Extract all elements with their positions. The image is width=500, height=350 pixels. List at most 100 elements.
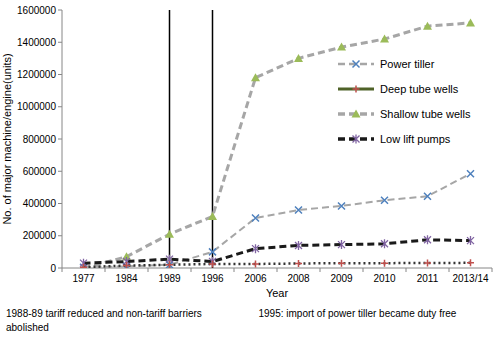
series-line [84, 174, 471, 268]
annotation-text: abolished [6, 322, 49, 333]
y-tick [58, 10, 62, 11]
x-tick-label: 2006 [244, 273, 267, 284]
marker-shape [381, 239, 388, 248]
marker-shape [252, 215, 259, 222]
annotation-line [169, 10, 171, 268]
marker-shape [252, 244, 259, 253]
marker-shape [295, 241, 302, 250]
marker-shape [166, 261, 173, 268]
data-point [424, 235, 431, 244]
marker-shape [123, 262, 130, 268]
marker-shape [353, 86, 360, 93]
data-point [423, 22, 432, 30]
x-tick-divider [320, 268, 321, 272]
marker-shape [251, 73, 260, 81]
x-tick-divider [277, 268, 278, 272]
marker-shape [209, 248, 216, 255]
x-tick-divider [148, 268, 149, 272]
data-point [295, 241, 302, 250]
marker-shape [338, 240, 345, 249]
series-line [84, 23, 471, 268]
data-point [208, 212, 217, 220]
series-line [84, 263, 471, 267]
marker-shape [467, 259, 474, 266]
x-tick-divider [105, 268, 106, 272]
x-tick-label: 1977 [72, 273, 95, 284]
series-line [84, 240, 471, 263]
legend-label: Power tiller [380, 58, 435, 70]
x-tick-divider [492, 268, 493, 272]
x-tick-divider [234, 268, 235, 272]
data-point [338, 260, 345, 267]
x-tick-divider [406, 268, 407, 272]
y-axis [62, 10, 63, 268]
data-point [252, 215, 259, 222]
x-tick-label: 2008 [287, 273, 310, 284]
marker-shape [294, 54, 303, 62]
y-tick [58, 106, 62, 107]
y-tick-label: 0 [50, 263, 56, 274]
legend: Power tiller Deep tube wells Shallow tube … [338, 58, 471, 145]
x-tick-divider [363, 268, 364, 272]
x-tick-label: 2009 [330, 273, 353, 284]
data-point [467, 236, 474, 245]
y-tick-label: 400000 [23, 198, 57, 209]
data-point [209, 248, 216, 255]
legend-label: Shallow tube wells [380, 108, 471, 120]
x-axis-label: Year [266, 287, 289, 299]
marker-shape [80, 264, 87, 268]
marker-shape [208, 212, 217, 220]
y-tick-label: 800000 [23, 134, 57, 145]
data-point [252, 260, 259, 267]
y-tick-label: 1600000 [17, 5, 56, 16]
data-point [251, 73, 260, 81]
legend-label: Deep tube wells [380, 83, 459, 95]
y-tick-label: 200000 [23, 230, 57, 241]
marker-shape [252, 260, 259, 267]
marker-shape [352, 110, 361, 118]
data-point [338, 240, 345, 249]
legend-marker [352, 110, 361, 118]
x-tick-divider [62, 268, 63, 272]
marker-shape [295, 260, 302, 267]
marker-shape [209, 260, 216, 267]
data-point [123, 262, 130, 268]
data-point [209, 260, 216, 267]
marker-shape [467, 170, 474, 177]
data-point [252, 244, 259, 253]
legend-marker [353, 135, 360, 144]
data-point [381, 197, 388, 204]
annotation-text: 1988-89 tariff reduced and non-tariff ba… [6, 308, 202, 319]
y-tick [58, 42, 62, 43]
data-point [424, 193, 431, 200]
data-point [166, 261, 173, 268]
legend-marker [353, 86, 360, 93]
data-point [80, 264, 87, 268]
marker-shape [380, 35, 389, 43]
marker-shape [423, 22, 432, 30]
data-point [381, 239, 388, 248]
y-axis-label: No. of major machine/engine(units) [1, 53, 13, 224]
data-point [338, 202, 345, 209]
data-point [466, 18, 475, 26]
legend-label: Low lift pumps [380, 133, 451, 145]
data-point [295, 206, 302, 213]
x-tick-label: 2011 [417, 273, 439, 284]
marker-shape [353, 61, 360, 68]
marker-shape [337, 43, 346, 51]
x-tick-divider [191, 268, 192, 272]
x-tick-label: 2010 [373, 273, 396, 284]
data-point [295, 260, 302, 267]
marker-shape [381, 197, 388, 204]
y-tick [58, 203, 62, 204]
annotation-text: 1995: import of power tiller became duty… [259, 308, 457, 319]
y-tick [58, 235, 62, 236]
data-point [467, 170, 474, 177]
x-tick-label: 2013/14 [452, 273, 489, 284]
annotation-line [212, 10, 214, 268]
marker-shape [424, 193, 431, 200]
data-point [165, 230, 174, 238]
marker-shape [338, 260, 345, 267]
y-tick [58, 171, 62, 172]
legend-marker [353, 61, 360, 68]
